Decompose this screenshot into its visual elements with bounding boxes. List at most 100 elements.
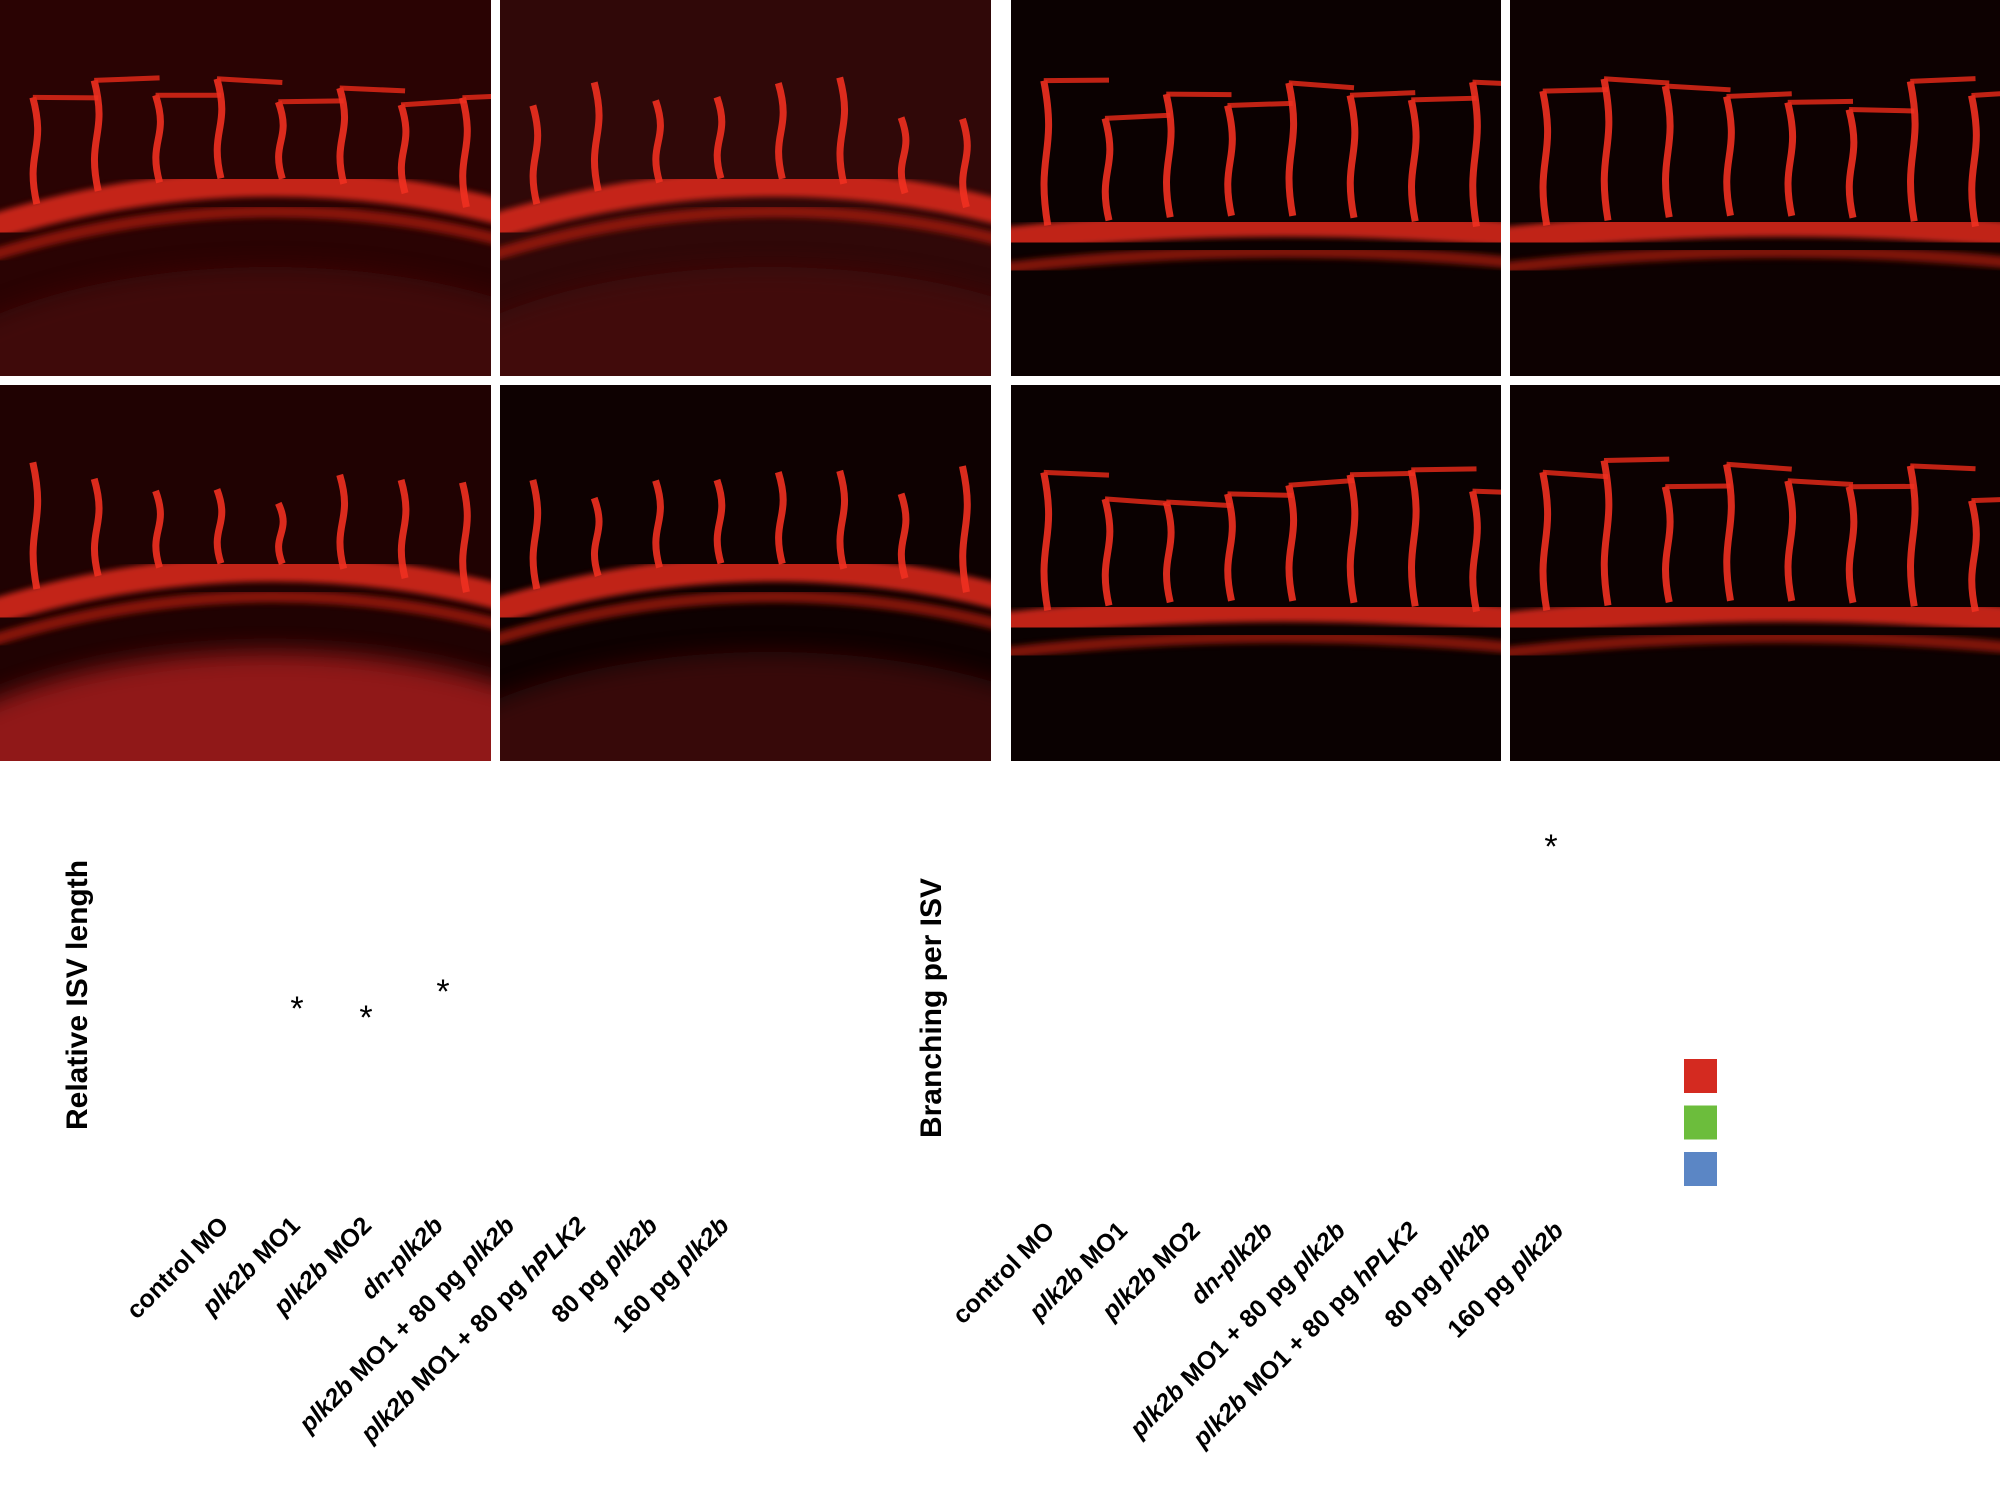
- dlav: [1665, 486, 1730, 487]
- isv: [340, 475, 345, 569]
- micrograph: [1500, 0, 2000, 376]
- micrograph-content: [1500, 385, 2000, 761]
- isv: [778, 472, 783, 564]
- dlav: [33, 97, 98, 98]
- isv: [278, 102, 283, 179]
- micrograph: [1001, 385, 1538, 761]
- significance-marker: *: [290, 990, 303, 1028]
- micrograph-bg: [1011, 0, 1501, 376]
- isv: [1910, 466, 1915, 606]
- label-part: plk2b: [1284, 1216, 1351, 1283]
- dlav: [1105, 115, 1170, 118]
- isv: [33, 97, 38, 204]
- micrograph-panels: [0, 0, 2000, 990]
- isv: [533, 480, 538, 589]
- dlav: [1350, 473, 1415, 474]
- isv: [1972, 501, 1977, 612]
- isv: [1788, 102, 1793, 215]
- isv: [533, 106, 538, 204]
- label-part: 80 pg: [1379, 1263, 1450, 1334]
- dlav: [1044, 472, 1109, 475]
- isv: [217, 489, 222, 563]
- isv: [1411, 100, 1416, 221]
- dlav: [1910, 79, 1975, 82]
- isv: [901, 118, 906, 194]
- isv: [594, 498, 599, 576]
- dlav: [1411, 469, 1476, 470]
- isv: [1543, 91, 1548, 225]
- micrograph-content: [1001, 385, 1538, 761]
- isv: [1228, 106, 1233, 216]
- significance-marker: *: [436, 973, 449, 1011]
- isv: [1166, 94, 1171, 217]
- isv: [1604, 79, 1609, 221]
- isv: [1788, 481, 1793, 601]
- isv: [1665, 487, 1670, 603]
- isv: [901, 494, 906, 578]
- isv: [840, 471, 845, 569]
- dlav: [1972, 498, 2000, 500]
- isv: [462, 483, 467, 593]
- micrograph: [1001, 0, 1538, 376]
- label-part: MO2: [1143, 1216, 1206, 1279]
- dlav: [340, 88, 405, 91]
- isv: [1105, 118, 1110, 220]
- isv: [1473, 491, 1478, 611]
- isv: [462, 98, 467, 207]
- label-part: MO1 + 80 pg: [340, 1258, 474, 1392]
- isv: [401, 480, 406, 578]
- isv: [1849, 109, 1854, 217]
- isv: [1910, 81, 1915, 221]
- dlav: [1166, 94, 1231, 95]
- micrograph-bg: [1510, 0, 2000, 376]
- isv: [594, 82, 599, 191]
- dlav: [1727, 94, 1792, 97]
- isv: [840, 77, 845, 183]
- isv: [1727, 464, 1732, 600]
- micrograph-bg: [1011, 385, 1501, 761]
- label-part: MO1 + 80 pg: [401, 1267, 535, 1401]
- isv: [33, 462, 38, 589]
- significance-marker: *: [359, 999, 372, 1037]
- isv: [1665, 86, 1670, 217]
- dlav: [1910, 466, 1975, 469]
- isv: [217, 79, 222, 179]
- micrograph-bg: [1510, 385, 2000, 761]
- dlav: [1228, 103, 1293, 105]
- dlav: [1604, 459, 1669, 460]
- dlav: [1411, 98, 1476, 100]
- micrograph-content: [1500, 0, 2000, 376]
- y-axis-title: Relative ISV length: [61, 860, 94, 1130]
- significance-marker: *: [1544, 828, 1557, 866]
- label-part: MO1: [1070, 1216, 1133, 1279]
- isv: [717, 97, 722, 178]
- label-part: MO1 + 80 pg: [1233, 1272, 1367, 1406]
- label-part: MO2: [314, 1211, 377, 1274]
- isv: [1543, 472, 1548, 610]
- dlav: [1788, 101, 1853, 102]
- isv: [94, 80, 99, 191]
- isv: [1105, 499, 1110, 606]
- isv: [1350, 95, 1355, 217]
- isv: [340, 88, 345, 184]
- isv: [278, 503, 283, 564]
- isv: [1849, 487, 1854, 603]
- isv: [656, 481, 661, 568]
- dlav: [1543, 90, 1608, 91]
- legend-swatch: [1684, 1152, 1717, 1186]
- isv: [778, 83, 783, 179]
- label-part: plk2b: [454, 1211, 521, 1278]
- isv: [656, 100, 661, 182]
- micrograph-content: [1001, 0, 1538, 376]
- isv: [1044, 81, 1049, 226]
- isv: [1604, 461, 1609, 606]
- isv: [1228, 494, 1233, 601]
- isv: [1289, 485, 1294, 601]
- y-axis-title: Branching per ISV: [915, 878, 948, 1138]
- isv: [401, 105, 406, 193]
- isv: [1044, 472, 1049, 610]
- isv: [94, 479, 99, 576]
